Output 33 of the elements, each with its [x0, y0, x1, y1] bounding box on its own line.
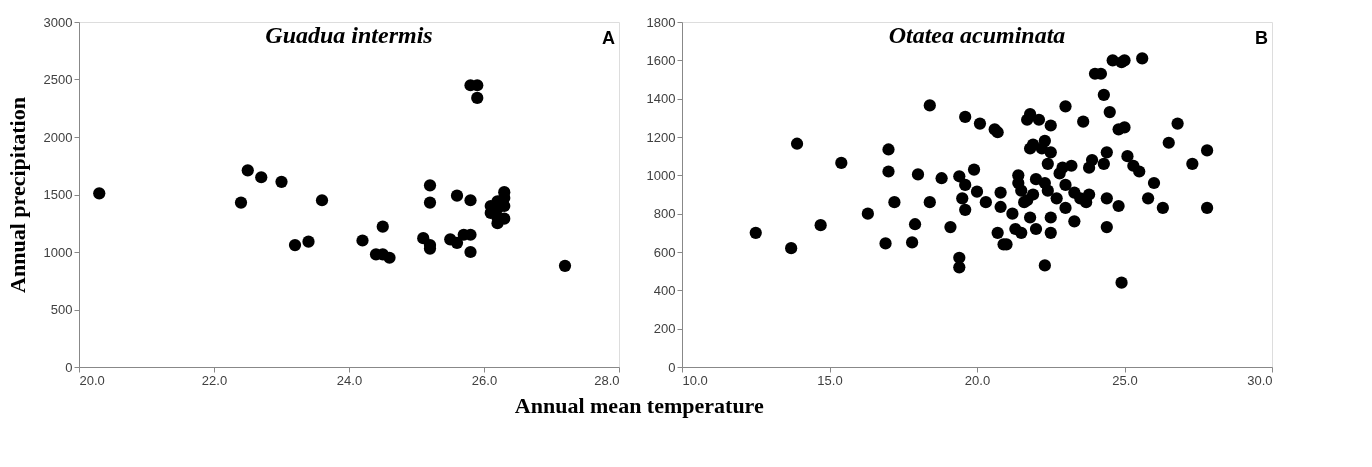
y-tick-label: 1000	[43, 244, 73, 260]
y-tick-label: 3000	[43, 14, 73, 30]
x-tick-label: 30.0	[1247, 372, 1273, 388]
y-tick-label: 1800	[646, 14, 676, 30]
y-tick-label: 600	[653, 244, 676, 260]
y-tick-label: 1000	[646, 167, 676, 183]
x-tick-label: 26.0	[471, 372, 498, 388]
x-tick-label: 24.0	[336, 372, 363, 388]
x-tick-label: 15.0	[817, 372, 843, 388]
y-tick-label: 500	[50, 302, 73, 317]
y-tick-label: 1600	[646, 52, 676, 68]
y-tick-label: 2500	[43, 72, 73, 87]
x-tick-label: 25.0	[1112, 372, 1138, 388]
x-tick-label: 10.0	[682, 372, 708, 388]
y-tick-label: 0	[668, 359, 676, 375]
y-tick-label: 1500	[43, 187, 73, 202]
y-tick-label: 200	[653, 321, 676, 337]
x-tick-label: 20.0	[964, 372, 991, 388]
y-axis-title: Annual precipitation	[4, 97, 30, 293]
y-tick-label: 0	[65, 359, 73, 375]
y-tick-label: 400	[653, 282, 676, 298]
annotation: B	[1255, 28, 1268, 48]
y-tick-label: 1200	[646, 129, 676, 145]
x-tick-label: 22.0	[201, 372, 228, 388]
x-tick-label: 28.0	[594, 372, 620, 388]
y-tick-label: 2000	[43, 129, 73, 145]
y-tick-label: 800	[653, 206, 676, 222]
x-tick-label: 20.0	[79, 372, 105, 388]
annotation: A	[602, 28, 615, 48]
chart-title: Guadua intermis	[265, 22, 433, 48]
x-axis-title: Annual mean temperature	[514, 392, 764, 418]
chart-title: Otatea acuminata	[888, 22, 1066, 48]
y-tick-label: 1400	[646, 91, 676, 107]
